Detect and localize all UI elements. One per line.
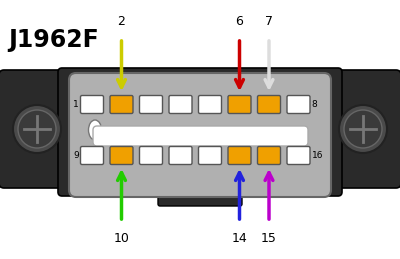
Text: J1962F: J1962F — [8, 28, 99, 52]
Text: 2: 2 — [118, 15, 126, 28]
FancyBboxPatch shape — [158, 180, 242, 206]
FancyBboxPatch shape — [80, 96, 104, 113]
FancyBboxPatch shape — [110, 96, 133, 113]
Text: 16: 16 — [312, 151, 323, 160]
FancyBboxPatch shape — [110, 147, 133, 164]
FancyBboxPatch shape — [80, 147, 104, 164]
FancyBboxPatch shape — [287, 147, 310, 164]
FancyBboxPatch shape — [69, 73, 331, 197]
Circle shape — [339, 105, 387, 153]
FancyBboxPatch shape — [198, 96, 222, 113]
Circle shape — [13, 105, 61, 153]
FancyBboxPatch shape — [323, 70, 400, 188]
FancyBboxPatch shape — [93, 126, 308, 146]
FancyBboxPatch shape — [258, 96, 280, 113]
FancyBboxPatch shape — [0, 70, 77, 188]
FancyBboxPatch shape — [258, 147, 280, 164]
Text: 1: 1 — [73, 100, 79, 109]
FancyBboxPatch shape — [140, 96, 162, 113]
FancyBboxPatch shape — [58, 68, 342, 196]
Text: 14: 14 — [232, 232, 247, 245]
FancyBboxPatch shape — [287, 96, 310, 113]
FancyBboxPatch shape — [228, 96, 251, 113]
Ellipse shape — [88, 120, 102, 140]
Text: 7: 7 — [265, 15, 273, 28]
Text: 10: 10 — [114, 232, 130, 245]
Circle shape — [344, 110, 382, 148]
Text: 15: 15 — [261, 232, 277, 245]
FancyBboxPatch shape — [228, 147, 251, 164]
FancyBboxPatch shape — [140, 147, 162, 164]
Text: 9: 9 — [73, 151, 79, 160]
Text: 8: 8 — [312, 100, 317, 109]
FancyBboxPatch shape — [198, 147, 222, 164]
FancyBboxPatch shape — [169, 147, 192, 164]
Circle shape — [18, 110, 56, 148]
Text: 6: 6 — [236, 15, 244, 28]
FancyBboxPatch shape — [169, 96, 192, 113]
